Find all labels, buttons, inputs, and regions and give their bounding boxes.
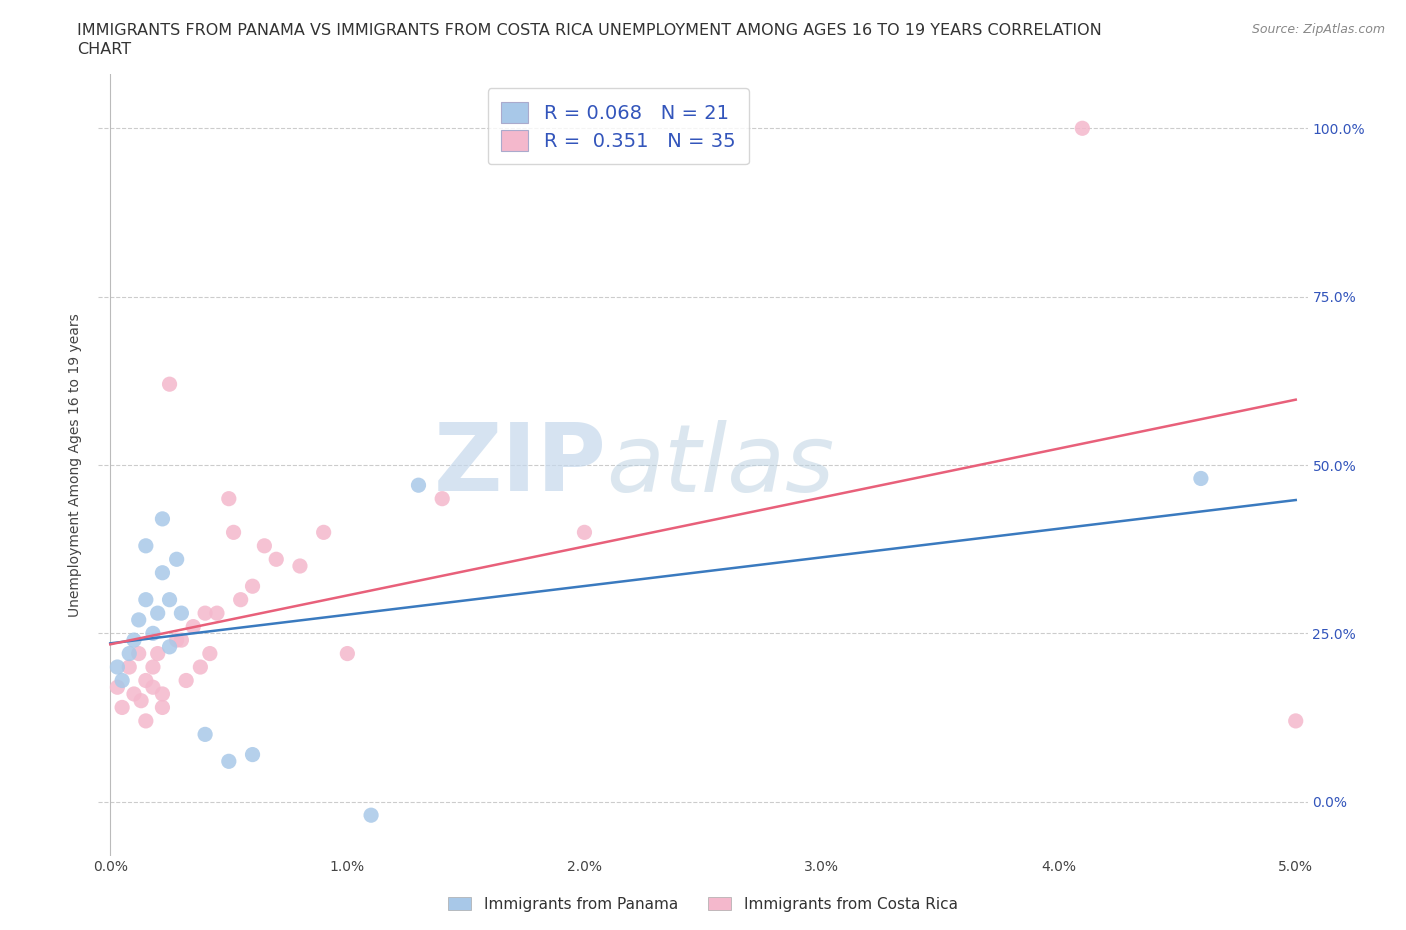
Point bbox=[152, 565, 174, 580]
Point bbox=[181, 619, 204, 634]
Point bbox=[194, 605, 217, 620]
Point bbox=[218, 491, 240, 506]
Text: ZIP: ZIP bbox=[433, 419, 606, 511]
Point bbox=[111, 700, 134, 715]
Point bbox=[264, 551, 287, 566]
Point bbox=[229, 592, 252, 607]
Point bbox=[128, 613, 150, 628]
Point bbox=[122, 632, 145, 647]
Legend: R = 0.068   N = 21, R =  0.351   N = 35: R = 0.068 N = 21, R = 0.351 N = 35 bbox=[488, 88, 749, 165]
Point bbox=[170, 605, 193, 620]
Point bbox=[194, 727, 217, 742]
Point bbox=[159, 377, 181, 392]
Point bbox=[432, 491, 454, 506]
Point bbox=[166, 632, 188, 647]
Point bbox=[1071, 121, 1094, 136]
Point bbox=[128, 646, 150, 661]
Point bbox=[1285, 713, 1308, 728]
Point bbox=[1189, 471, 1212, 485]
Point bbox=[135, 713, 157, 728]
Point bbox=[105, 680, 128, 695]
Point bbox=[408, 478, 430, 493]
Point bbox=[198, 646, 221, 661]
Point bbox=[170, 632, 193, 647]
Point bbox=[142, 626, 165, 641]
Point bbox=[222, 525, 245, 539]
Point bbox=[152, 512, 174, 526]
Text: CHART: CHART bbox=[77, 42, 131, 57]
Text: IMMIGRANTS FROM PANAMA VS IMMIGRANTS FROM COSTA RICA UNEMPLOYMENT AMONG AGES 16 : IMMIGRANTS FROM PANAMA VS IMMIGRANTS FRO… bbox=[77, 23, 1102, 38]
Point bbox=[242, 747, 264, 762]
Point bbox=[166, 551, 188, 566]
Point bbox=[135, 592, 157, 607]
Point bbox=[360, 808, 382, 823]
Point bbox=[118, 659, 141, 674]
Point bbox=[111, 673, 134, 688]
Point bbox=[159, 592, 181, 607]
Point bbox=[118, 646, 141, 661]
Point bbox=[242, 578, 264, 593]
Point bbox=[105, 659, 128, 674]
Point bbox=[205, 605, 228, 620]
Point bbox=[336, 646, 359, 661]
Point bbox=[288, 559, 311, 574]
Point bbox=[142, 659, 165, 674]
Point bbox=[146, 605, 169, 620]
Point bbox=[122, 686, 145, 701]
Point bbox=[152, 700, 174, 715]
Point bbox=[190, 659, 212, 674]
Point bbox=[152, 686, 174, 701]
Point bbox=[135, 538, 157, 553]
Point bbox=[312, 525, 335, 539]
Legend: Immigrants from Panama, Immigrants from Costa Rica: Immigrants from Panama, Immigrants from … bbox=[443, 890, 963, 918]
Text: atlas: atlas bbox=[606, 419, 835, 511]
Point bbox=[146, 646, 169, 661]
Point bbox=[135, 673, 157, 688]
Point bbox=[253, 538, 276, 553]
Point bbox=[142, 680, 165, 695]
Point bbox=[218, 754, 240, 769]
Point bbox=[574, 525, 596, 539]
Point bbox=[174, 673, 197, 688]
Text: Source: ZipAtlas.com: Source: ZipAtlas.com bbox=[1251, 23, 1385, 36]
Y-axis label: Unemployment Among Ages 16 to 19 years: Unemployment Among Ages 16 to 19 years bbox=[69, 313, 83, 617]
Point bbox=[159, 640, 181, 655]
Point bbox=[129, 693, 152, 708]
